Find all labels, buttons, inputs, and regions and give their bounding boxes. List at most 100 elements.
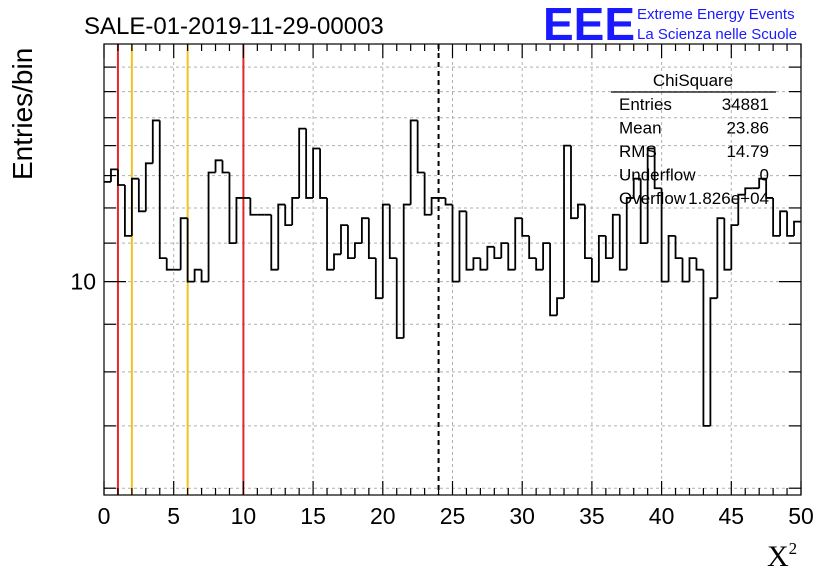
histogram-bin — [618, 214, 627, 271]
stats-row-value: 1.826e+04 — [688, 189, 769, 208]
histogram-bin — [298, 127, 307, 198]
histogram-bin — [291, 197, 300, 226]
histogram-bin — [549, 243, 558, 317]
histogram-bin — [124, 185, 132, 237]
stats-box: ChiSquare Entries 34881 Mean 23.86 RMS 14.79 U… — [611, 71, 776, 208]
x-tick-label: 40 — [649, 503, 675, 529]
histogram-bin — [772, 197, 781, 237]
eee-logo-line1: Extreme Energy Events — [637, 6, 795, 23]
histogram-bin — [632, 177, 641, 198]
marker-lines — [116, 44, 440, 495]
histogram-bin — [319, 148, 328, 199]
stats-row-value: 0 — [760, 166, 769, 185]
histogram-bin — [744, 187, 753, 195]
histogram-bin — [563, 144, 571, 299]
histogram-bin — [716, 217, 725, 299]
histogram-bin — [667, 234, 676, 282]
x-tick-label: 50 — [788, 503, 814, 529]
histogram-bin — [514, 217, 523, 270]
histogram-bin — [758, 177, 767, 189]
histogram-bin — [312, 147, 321, 198]
x-tick-label: 10 — [231, 503, 257, 529]
histogram-bin — [179, 217, 188, 270]
histogram-bin — [221, 160, 230, 174]
histogram-bin — [737, 193, 746, 226]
histogram-bin — [200, 269, 209, 283]
stats-row-value: 14.79 — [726, 142, 769, 161]
x-tick-label: 5 — [167, 503, 180, 529]
stats-row-label: Underflow — [619, 166, 696, 185]
histogram-bin — [367, 218, 376, 260]
histogram-bin — [591, 258, 599, 283]
histogram-bin — [521, 218, 530, 237]
histogram-bin — [528, 235, 537, 260]
histogram-bin — [117, 169, 125, 186]
histogram-bin — [158, 120, 167, 260]
axis-ticks — [103, 44, 802, 495]
y-axis-label: Entries/bin — [7, 48, 38, 180]
histogram-bin — [493, 246, 502, 260]
histogram-bin — [779, 210, 788, 236]
histogram-bin — [577, 203, 585, 219]
chart-title: SALE-01-2019-11-29-00003 — [84, 13, 384, 40]
histogram-bin — [270, 214, 279, 271]
histogram-bin — [347, 225, 355, 260]
histogram-bin — [709, 297, 718, 426]
stats-row-value: 23.86 — [726, 119, 769, 138]
x-tick-label: 0 — [98, 503, 111, 529]
histogram-bin — [186, 218, 195, 283]
stats-rows: Entries 34881 Mean 23.86 RMS 14.79 Underflow 0 O… — [619, 95, 769, 208]
stats-row-label: Overflow — [619, 189, 687, 208]
histogram-bin — [423, 172, 432, 216]
histogram-bin — [702, 269, 711, 427]
histogram-bin — [465, 211, 474, 271]
histogram-bin — [730, 224, 739, 270]
histogram-bin — [604, 235, 613, 260]
histogram-bin — [695, 258, 704, 271]
histogram-bin — [137, 178, 146, 213]
eee-logo-line2: La Scienza nelle Scuole — [637, 26, 797, 43]
histogram-bin — [110, 168, 118, 182]
stats-title: ChiSquare — [653, 71, 733, 90]
x-tick-label: 15 — [300, 503, 326, 529]
histogram-bin — [486, 245, 495, 270]
histogram-bin — [786, 211, 795, 237]
histogram-bin — [374, 258, 383, 300]
histogram-bin — [556, 297, 565, 316]
stats-row-label: Mean — [619, 119, 662, 138]
x-tick-label: 45 — [719, 503, 745, 529]
histogram-bin — [723, 218, 732, 271]
stats-row-value: 34881 — [722, 95, 769, 114]
histogram-bin — [639, 178, 648, 245]
histogram-bins — [104, 119, 801, 427]
histogram-bin — [451, 204, 460, 283]
histogram-bin — [340, 224, 348, 255]
x-tick-labels: 0 5 10 15 20 25 30 35 40 45 50 — [98, 503, 814, 529]
histogram-bin — [284, 204, 293, 227]
histogram-bin — [472, 257, 481, 270]
histogram-bin — [625, 197, 634, 270]
histogram-bin — [611, 213, 620, 259]
histogram-bin — [507, 243, 516, 271]
histogram-bin — [500, 242, 509, 259]
histogram-bin — [235, 197, 244, 244]
histogram-bin — [688, 257, 697, 282]
histogram-bin — [681, 258, 690, 283]
histogram-bin — [479, 258, 488, 271]
histogram-bin — [214, 159, 223, 173]
y-tick-label: 10 — [70, 269, 96, 295]
histogram-bin — [570, 145, 578, 220]
histogram-bin — [326, 197, 335, 271]
histogram-bin — [660, 188, 669, 283]
histogram-bin — [584, 204, 592, 260]
histogram-bin — [228, 172, 237, 245]
x-tick-label: 35 — [579, 503, 605, 529]
histogram-bin — [151, 119, 160, 164]
histogram-bin — [305, 128, 314, 199]
histogram-bin — [542, 242, 551, 270]
histogram-bin — [388, 204, 397, 260]
histogram-bin — [130, 177, 139, 236]
histogram-bin — [409, 119, 418, 205]
